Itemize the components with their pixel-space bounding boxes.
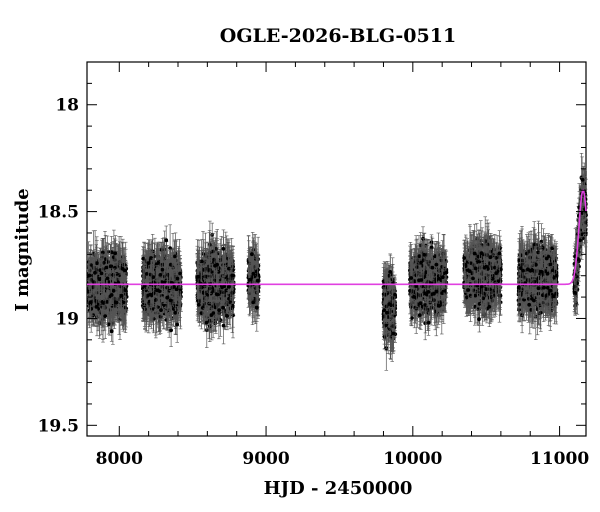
data-point-593 <box>91 285 95 290</box>
chart-title: OGLE-2026-BLG-0511 <box>220 25 456 47</box>
data-point-647 <box>93 270 97 275</box>
data-point-648 <box>94 305 99 309</box>
data-points-layer <box>86 153 588 371</box>
data-point-641 <box>101 301 106 305</box>
data-point-622 <box>94 299 98 303</box>
plot-frame <box>86 61 587 437</box>
data-point-663 <box>99 271 104 276</box>
data-point-605 <box>104 265 109 270</box>
data-point-659 <box>119 293 124 298</box>
data-point-655 <box>123 288 128 293</box>
data-point-639 <box>120 266 125 271</box>
data-point-638 <box>89 278 94 282</box>
data-point-629 <box>97 277 102 282</box>
data-point-640 <box>105 276 110 281</box>
data-point-651 <box>124 292 128 296</box>
data-point-649 <box>109 329 114 334</box>
data-point-609 <box>105 300 110 304</box>
data-point-1125 <box>172 254 177 259</box>
data-point-1092 <box>164 238 169 243</box>
data-point-661 <box>111 288 116 293</box>
data-point-660 <box>113 300 117 305</box>
season-2 <box>140 224 183 347</box>
season-1 <box>86 229 129 345</box>
data-point-662 <box>109 293 114 297</box>
data-point-637 <box>100 250 105 255</box>
data-point-1239 <box>169 328 174 333</box>
data-point-634 <box>95 261 99 266</box>
data-point-657 <box>113 251 118 256</box>
data-point-572 <box>103 257 108 261</box>
data-point-598 <box>89 307 94 311</box>
data-point-617 <box>106 280 111 284</box>
data-point-656 <box>103 314 108 318</box>
data-point-995 <box>141 256 146 261</box>
data-point-585 <box>121 300 126 305</box>
data-point-635 <box>88 300 93 304</box>
data-point-658 <box>108 264 113 269</box>
